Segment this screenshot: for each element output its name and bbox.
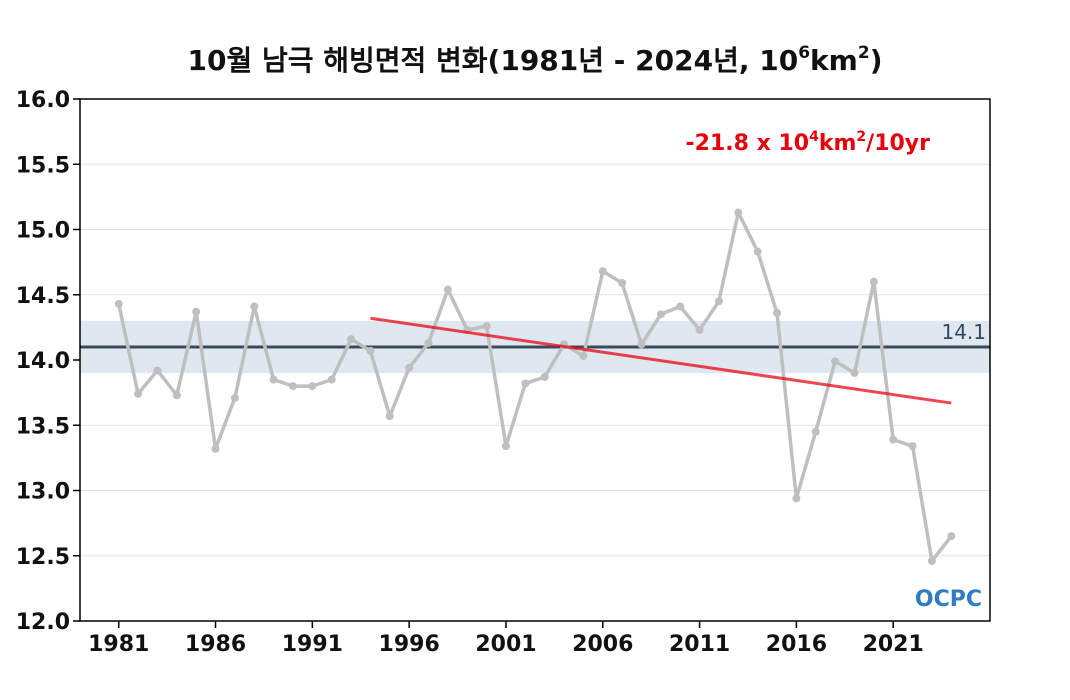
data-point-2013: [734, 208, 743, 217]
data-point-2008: [637, 340, 646, 349]
data-point-2017: [811, 427, 820, 436]
y-tick-label-7: 12.5: [16, 545, 70, 570]
data-point-2000: [482, 322, 491, 331]
chart-title-sup2: 2: [858, 43, 870, 63]
y-tick-label-4: 14.0: [16, 349, 70, 374]
series-line: [116, 210, 953, 563]
data-point-1991: [308, 382, 317, 391]
data-point-1997: [424, 339, 433, 348]
x-tick-label-8: 2021: [863, 632, 924, 657]
y-tick-label-0: 16.0: [16, 88, 70, 113]
trend-label: -21.8 x 104km2/10yr: [686, 129, 931, 156]
chart-title: 10월 남극 해빙면적 변화(1981년 - 2024년, 106km2): [188, 43, 883, 77]
x-tick-label-0: 1981: [88, 632, 149, 657]
data-point-2007: [618, 279, 627, 288]
data-point-2019: [850, 369, 859, 378]
data-point-2014: [753, 247, 762, 256]
trend-label-mid: km: [819, 131, 857, 156]
data-point-2009: [656, 310, 665, 319]
data-point-2024: [947, 532, 956, 541]
trend-label-sup1: 4: [809, 129, 819, 145]
data-point-1994: [366, 346, 375, 355]
y-tick-label-1: 15.5: [16, 153, 70, 178]
data-point-1986: [211, 444, 220, 453]
data-point-2003: [540, 372, 549, 381]
chart-title-sup1: 6: [798, 43, 810, 63]
ocpc-logo: OCPC: [915, 587, 982, 612]
data-point-1996: [405, 363, 414, 372]
data-point-1985: [192, 307, 201, 316]
plot-area: 16.0 15.5 15.0 14.5 14.0 13.5 13.0 12.5 12.0 1981…: [16, 88, 991, 657]
data-point-1993: [347, 335, 356, 344]
mean-label: 14.1: [941, 320, 986, 344]
data-point-1989: [269, 375, 278, 384]
data-point-1992: [327, 375, 336, 384]
data-point-1987: [230, 393, 239, 402]
data-point-2011: [695, 325, 704, 334]
data-point-2023: [927, 556, 936, 565]
data-point-1998: [443, 285, 452, 294]
y-tick-label-8: 12.0: [16, 610, 70, 635]
data-point-1990: [288, 382, 297, 391]
data-point-1981: [114, 299, 123, 308]
data-point-2005: [579, 352, 588, 361]
data-point-2006: [598, 267, 607, 276]
trend-line: [370, 316, 952, 405]
chart-title-end: ): [870, 44, 883, 77]
trend-label-main: -21.8 x 10: [686, 131, 810, 156]
y-tick-label-2: 15.0: [16, 219, 70, 244]
data-point-2012: [714, 297, 723, 306]
data-point-2001: [501, 442, 510, 451]
data-point-1983: [153, 366, 162, 375]
x-tick-label-2: 1991: [282, 632, 343, 657]
data-point-1984: [172, 391, 181, 400]
x-tick-label-5: 2006: [572, 632, 633, 657]
data-point-1988: [250, 302, 259, 311]
x-tick-label-4: 2001: [475, 632, 536, 657]
data-point-2022: [908, 442, 917, 451]
data-point-2018: [831, 357, 840, 366]
data-point-2021: [889, 435, 898, 444]
data-point-1982: [134, 389, 143, 398]
data-point-2015: [773, 309, 782, 318]
ocpc-logo-text: OCPC: [915, 587, 982, 612]
x-tick-label-3: 1996: [379, 632, 440, 657]
data-point-2016: [792, 494, 801, 503]
x-tick-label-1: 1986: [185, 632, 246, 657]
y-tick-label-3: 14.5: [16, 284, 70, 309]
data-point-2010: [676, 302, 685, 311]
x-tick-label-7: 2016: [766, 632, 827, 657]
x-tick-label-6: 2011: [669, 632, 730, 657]
chart-title-mid: km: [810, 44, 858, 77]
trend-label-end: /10yr: [866, 131, 930, 156]
data-point-2002: [521, 379, 530, 388]
chart-title-main: 10월 남극 해빙면적 변화(1981년 - 2024년, 10: [188, 44, 799, 77]
y-tick-label-6: 13.0: [16, 480, 70, 505]
data-point-1995: [385, 412, 394, 421]
trend-label-sup2: 2: [856, 129, 866, 145]
y-tick-label-5: 13.5: [16, 414, 70, 439]
data-point-2020: [869, 277, 878, 286]
